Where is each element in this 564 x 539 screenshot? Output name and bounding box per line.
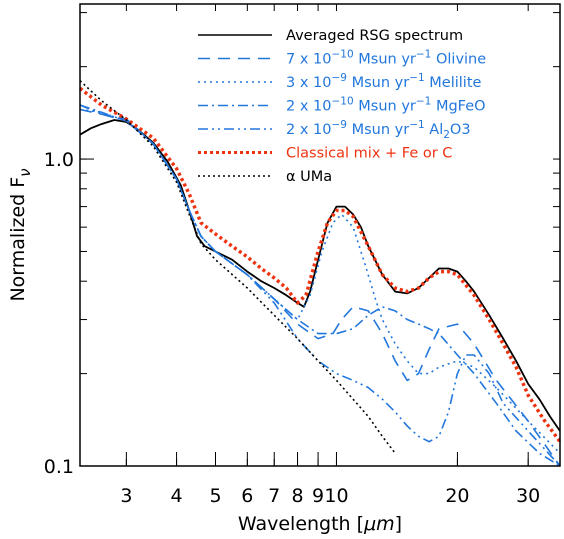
legend-label: 3 x 10−9 Msun yr−1 Melilite	[286, 72, 482, 91]
x-tick-label: 5	[209, 485, 221, 507]
legend-label: Classical mix + Fe or C	[286, 146, 452, 162]
legend: Averaged RSG spectrum 7 x 10−10 Msun yr−1…	[198, 28, 486, 185]
x-axis-label: Wavelength [μm]	[238, 513, 402, 535]
series-line-6	[79, 80, 396, 454]
y-tick-label: 1.0	[44, 149, 74, 171]
series-line-3	[79, 104, 561, 467]
x-tick-label: 20	[445, 485, 469, 507]
y-axis-label: Normalized Fν	[7, 168, 34, 301]
plot-area	[80, 4, 560, 466]
series-line-0	[79, 119, 561, 432]
plot-frame	[79, 3, 561, 467]
series-line-1	[79, 108, 561, 467]
legend-label: Averaged RSG spectrum	[286, 28, 463, 44]
x-tick-label: 10	[324, 485, 348, 507]
legend-label: 2 x 10−10 Msun yr−1 MgFeO	[286, 96, 486, 115]
x-tick-label: 30	[516, 485, 540, 507]
tick-layer: 3 4 5 6 7 8 9 10 20 30 0.1 1.0	[44, 4, 560, 507]
legend-label: 7 x 10−10 Msun yr−1 Olivine	[286, 49, 486, 68]
x-tick-label: 6	[241, 485, 253, 507]
x-tick-label: 3	[120, 485, 132, 507]
x-tick-label: 8	[291, 485, 303, 507]
series-layer	[78, 80, 562, 467]
series-line-4	[79, 104, 561, 467]
legend-label: α UMa	[286, 169, 332, 185]
x-tick-label: 7	[268, 485, 280, 507]
x-tick-label: 4	[171, 485, 183, 507]
y-tick-label: 0.1	[44, 456, 74, 478]
legend-label: 2 x 10−9 Msun yr−1 Al2O3	[286, 119, 471, 141]
x-tick-label: 9	[312, 485, 324, 507]
series-line-5	[78, 86, 562, 443]
